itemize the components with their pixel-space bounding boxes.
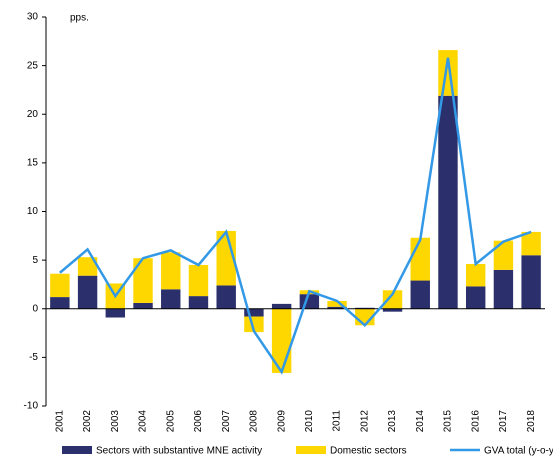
x-tick-label: 2013: [387, 410, 398, 433]
bar: [465, 286, 486, 309]
y-tick-label: 30: [27, 12, 39, 23]
y-tick-label: 15: [27, 158, 39, 169]
bar: [410, 237, 430, 281]
x-tick-label: 2002: [82, 410, 93, 433]
x-tick-label: 2004: [138, 410, 149, 433]
bar: [271, 303, 292, 309]
bar: [410, 280, 430, 309]
bar: [133, 258, 153, 303]
annotation: pps.: [70, 13, 89, 24]
x-tick-label: 2014: [415, 410, 426, 433]
bar: [244, 308, 264, 317]
bar: [188, 264, 209, 297]
bar: [493, 269, 514, 309]
bar: [161, 252, 181, 290]
y-tick-label: 10: [27, 206, 39, 217]
bar: [521, 231, 541, 256]
bar: [299, 294, 320, 309]
bar: [438, 95, 458, 309]
bar: [77, 275, 98, 309]
bar: [382, 308, 403, 312]
bar: [244, 316, 264, 333]
bar: [327, 306, 347, 309]
bar: [493, 240, 514, 270]
bar: [465, 264, 486, 287]
x-tick-label: 2010: [304, 410, 315, 433]
y-tick-label: 0: [32, 303, 38, 314]
legend-label: Sectors with substantive MNE activity: [96, 446, 262, 457]
bar: [161, 289, 181, 309]
y-tick-label: 20: [27, 109, 39, 120]
legend-label: Domestic sectors: [330, 446, 407, 457]
legend-swatch: [296, 446, 326, 454]
line: [59, 57, 532, 375]
bar: [50, 297, 70, 309]
x-tick-label: 2007: [221, 410, 232, 433]
x-tick-label: 2017: [498, 410, 509, 433]
bar: [382, 290, 403, 309]
y-tick-label: 25: [27, 60, 39, 71]
bar: [133, 302, 153, 309]
x-tick-label: 2006: [193, 410, 204, 433]
bar: [188, 296, 209, 309]
x-tick-label: 2008: [249, 410, 260, 433]
x-tick-label: 2003: [110, 410, 121, 433]
x-tick-label: 2001: [55, 410, 66, 433]
y-tick-label: -5: [29, 352, 38, 363]
x-tick-label: 2012: [359, 410, 370, 433]
bar: [216, 285, 236, 309]
y-tick-label: -10: [24, 401, 39, 412]
legend-label: GVA total (y-o-y%): [484, 446, 553, 457]
bar: [77, 257, 98, 276]
bar: [521, 255, 541, 309]
x-tick-label: 2018: [526, 410, 537, 433]
x-tick-label: 2011: [332, 410, 343, 432]
bar: [105, 308, 126, 318]
x-tick-label: 2016: [470, 410, 481, 433]
bar: [438, 50, 458, 96]
bar: [216, 230, 236, 286]
legend-swatch: [62, 446, 92, 454]
x-tick-label: 2015: [443, 410, 454, 433]
x-tick-label: 2005: [165, 410, 176, 433]
x-tick-label: 2009: [276, 410, 287, 433]
y-tick-label: 5: [32, 255, 38, 266]
bar: [327, 300, 347, 307]
bar: [50, 273, 70, 298]
